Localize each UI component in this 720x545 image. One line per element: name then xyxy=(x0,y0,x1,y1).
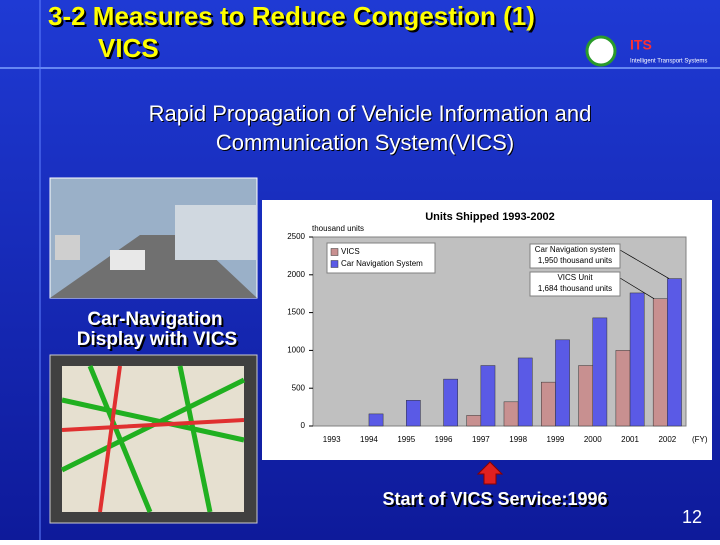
legend-box xyxy=(326,242,436,274)
chart-title: Units Shipped 1993-2002 xyxy=(425,211,555,223)
y-tick-label: 0 xyxy=(301,421,306,430)
annotation-box xyxy=(529,271,621,297)
legend-label: VICS xyxy=(341,247,360,256)
x-tick-label: 1999 xyxy=(547,435,565,444)
bar xyxy=(652,298,668,427)
y-tick-label: 500 xyxy=(292,383,306,392)
legend-label: Car Navigation System xyxy=(341,259,423,268)
map-photo xyxy=(49,354,258,524)
page-number: 12 xyxy=(682,507,702,527)
annotation: 1,684 thousand units xyxy=(538,284,612,293)
x-tick-label: 1996 xyxy=(435,435,453,444)
title: VICS xyxy=(98,33,159,63)
bar xyxy=(466,415,482,427)
x-tick-label: 1993 xyxy=(323,435,341,444)
leader-line xyxy=(619,249,670,279)
legend-swatch xyxy=(330,248,339,256)
x-tick-label: 1995 xyxy=(397,435,415,444)
y-axis-label: thousand units xyxy=(312,224,364,233)
y-tick-label: 2500 xyxy=(287,232,305,241)
bar xyxy=(503,401,519,427)
bar xyxy=(541,381,556,427)
bar xyxy=(517,357,533,427)
note: Start of VICS Service:1996 xyxy=(382,489,607,509)
bar xyxy=(578,365,593,427)
x-axis-label: (FY) xyxy=(692,435,708,444)
x-tick-label: 2001 xyxy=(621,435,639,444)
bar xyxy=(368,413,384,427)
bar xyxy=(667,278,682,427)
subtitle: Communication System(VICS) xyxy=(216,130,514,155)
x-tick-label: 2000 xyxy=(584,435,602,444)
y-tick-label: 2000 xyxy=(287,270,305,279)
y-tick-label: 1000 xyxy=(287,346,305,355)
bar xyxy=(615,350,631,427)
logo-sub: Intelligent Transport Systems xyxy=(630,59,707,65)
arrow xyxy=(476,461,504,485)
annotation: VICS Unit xyxy=(557,273,593,282)
bar xyxy=(592,317,608,427)
bar xyxy=(629,292,645,427)
legend-swatch xyxy=(330,260,339,268)
title: 3-2 Measures to Reduce Congestion (1) xyxy=(48,1,535,31)
annotation-box xyxy=(529,243,621,269)
caption: Car-Navigation xyxy=(87,309,222,330)
bar xyxy=(443,378,458,427)
logo-icon xyxy=(585,35,617,67)
bar xyxy=(406,400,421,427)
x-tick-label: 2002 xyxy=(658,435,676,444)
leader-line xyxy=(619,277,655,299)
road-photo xyxy=(49,177,258,299)
x-tick-label: 1997 xyxy=(472,435,490,444)
x-tick-label: 1998 xyxy=(509,435,527,444)
y-tick-label: 1500 xyxy=(287,308,305,317)
x-tick-label: 1994 xyxy=(360,435,378,444)
annotation: Car Navigation system xyxy=(535,245,616,254)
logo: ITS xyxy=(630,37,652,53)
caption: Display with VICS xyxy=(77,329,237,350)
bar xyxy=(480,365,496,427)
bar xyxy=(555,339,570,427)
subtitle: Rapid Propagation of Vehicle Information… xyxy=(149,101,592,126)
annotation: 1,950 thousand units xyxy=(538,256,612,265)
